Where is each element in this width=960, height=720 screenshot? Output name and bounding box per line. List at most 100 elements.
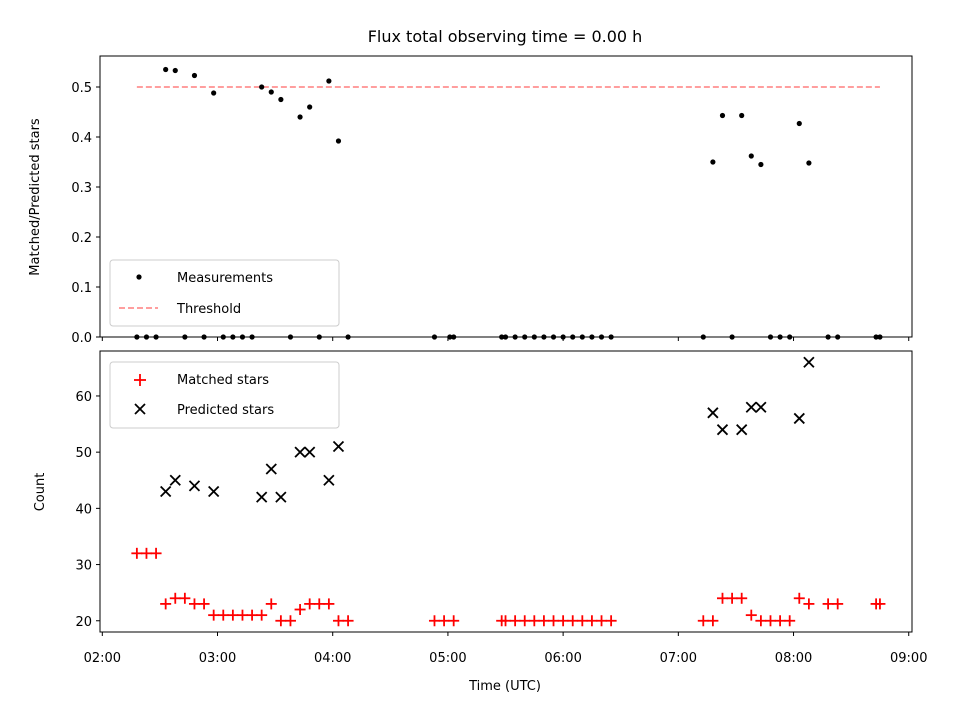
top-axes-frame <box>99 55 913 338</box>
top-x-ticks <box>101 337 910 341</box>
top-legend: Measurements Threshold <box>109 259 340 327</box>
legend-label-threshold: Threshold <box>176 302 241 317</box>
matched-star-point <box>707 615 719 627</box>
matched-star-point <box>160 598 172 610</box>
matched-star-point <box>342 615 354 627</box>
matched-star-point <box>140 547 152 559</box>
top-panel: Flux total observing time = 0.00 h 0.00.… <box>28 27 913 346</box>
matched-star-point <box>874 598 886 610</box>
predicted-star-point <box>803 356 815 368</box>
predicted-star-point <box>169 474 181 486</box>
matched-star-point <box>188 598 200 610</box>
predicted-star-point <box>160 485 172 498</box>
measurement-point <box>278 96 284 103</box>
matched-star-point <box>323 598 335 610</box>
measurement-point <box>191 72 198 79</box>
measurement-point <box>758 161 764 168</box>
predicted-star-point <box>323 474 335 486</box>
matched-star-point <box>519 615 531 627</box>
measurement-point <box>326 78 332 84</box>
predicted-star-point <box>188 480 201 492</box>
measurement-point <box>259 84 265 90</box>
legend-marker-predicted-stars <box>134 403 146 415</box>
legend-label-matched-stars: Matched stars <box>177 373 269 388</box>
measurement-point <box>806 160 812 166</box>
y-tick-label: 0.4 <box>71 131 92 146</box>
measurement-point <box>739 112 745 119</box>
matched-star-point <box>697 615 709 627</box>
y-tick-label: 50 <box>75 446 92 461</box>
matched-star-point <box>509 615 521 627</box>
bottom-panel: 20 30 40 50 60 02:00 03:00 04:00 05:00 06:00 07:0… <box>33 350 927 694</box>
measurement-point <box>719 112 726 119</box>
matched-star-point <box>557 615 569 627</box>
matched-star-point <box>803 598 815 610</box>
y-tick-label: 0.1 <box>71 281 92 296</box>
y-tick-label: 30 <box>75 559 92 574</box>
x-tick-label: 05:00 <box>429 651 466 666</box>
matched-star-point <box>736 592 748 604</box>
matched-star-point <box>605 615 617 627</box>
matched-star-point <box>576 615 588 627</box>
measurement-point <box>172 67 178 74</box>
bottom-axes-frame <box>99 350 913 633</box>
y-tick-label: 60 <box>75 390 92 405</box>
matched-star-point <box>313 598 325 610</box>
predicted-star-point <box>755 401 767 413</box>
legend-marker-matched-stars <box>134 374 146 386</box>
y-tick-label: 0.3 <box>71 181 92 196</box>
matched-star-point <box>275 615 287 627</box>
matched-star-point <box>208 609 220 621</box>
matched-star-point <box>428 615 440 627</box>
y-tick-label: 40 <box>75 502 92 517</box>
matched-star-point <box>284 615 296 627</box>
bottom-legend: Matched stars Predicted stars <box>109 361 340 429</box>
measurement-point <box>748 153 754 159</box>
matched-star-point <box>832 598 844 610</box>
predicted-star-point <box>707 407 719 419</box>
x-tick-label: 04:00 <box>314 651 351 666</box>
y-tick-label: 20 <box>75 615 92 630</box>
measurement-point <box>796 120 802 127</box>
legend-label-measurements: Measurements <box>177 271 273 286</box>
legend-label-predicted-stars: Predicted stars <box>177 403 274 418</box>
x-tick-label: 03:00 <box>199 651 236 666</box>
predicted-star-point <box>256 491 268 503</box>
bottom-y-axis-label: Count <box>33 473 48 512</box>
measurement-point <box>297 114 303 120</box>
predicted-star-point <box>793 412 805 425</box>
matched-star-point <box>256 609 268 621</box>
matched-star-point <box>217 609 229 621</box>
matched-star-point <box>528 615 540 627</box>
x-tick-label: 07:00 <box>660 651 697 666</box>
matched-star-point <box>774 615 786 627</box>
matched-star-point <box>822 598 834 610</box>
bottom-plot-area <box>131 356 886 627</box>
matched-star-point <box>596 615 608 627</box>
measurement-point <box>307 104 313 110</box>
matched-star-point <box>198 598 210 610</box>
predicted-star-point <box>332 440 345 453</box>
matched-star-point <box>304 598 316 610</box>
matched-star-point <box>294 604 306 616</box>
x-tick-label: 06:00 <box>544 651 581 666</box>
bottom-x-axis-label: Time (UTC) <box>468 679 541 694</box>
measurement-point <box>710 159 716 165</box>
matched-star-point <box>755 615 767 627</box>
bottom-x-ticks: 02:00 03:00 04:00 05:00 06:00 07:00 08:00 09:00 <box>84 632 927 666</box>
y-tick-label: 0.5 <box>71 81 92 96</box>
predicted-star-point <box>716 424 729 436</box>
matched-star-point <box>332 615 344 627</box>
measurement-point <box>268 89 274 95</box>
predicted-star-point <box>745 401 757 413</box>
matched-star-point <box>265 598 277 610</box>
legend-marker-measurements <box>136 274 142 280</box>
measurement-point <box>211 90 217 96</box>
top-y-axis-label: Matched/Predicted stars <box>28 118 43 276</box>
matched-star-point <box>745 609 757 621</box>
matched-star-point <box>726 592 738 604</box>
matched-star-point <box>586 615 598 627</box>
matched-star-point <box>227 609 239 621</box>
x-tick-label: 02:00 <box>84 651 121 666</box>
